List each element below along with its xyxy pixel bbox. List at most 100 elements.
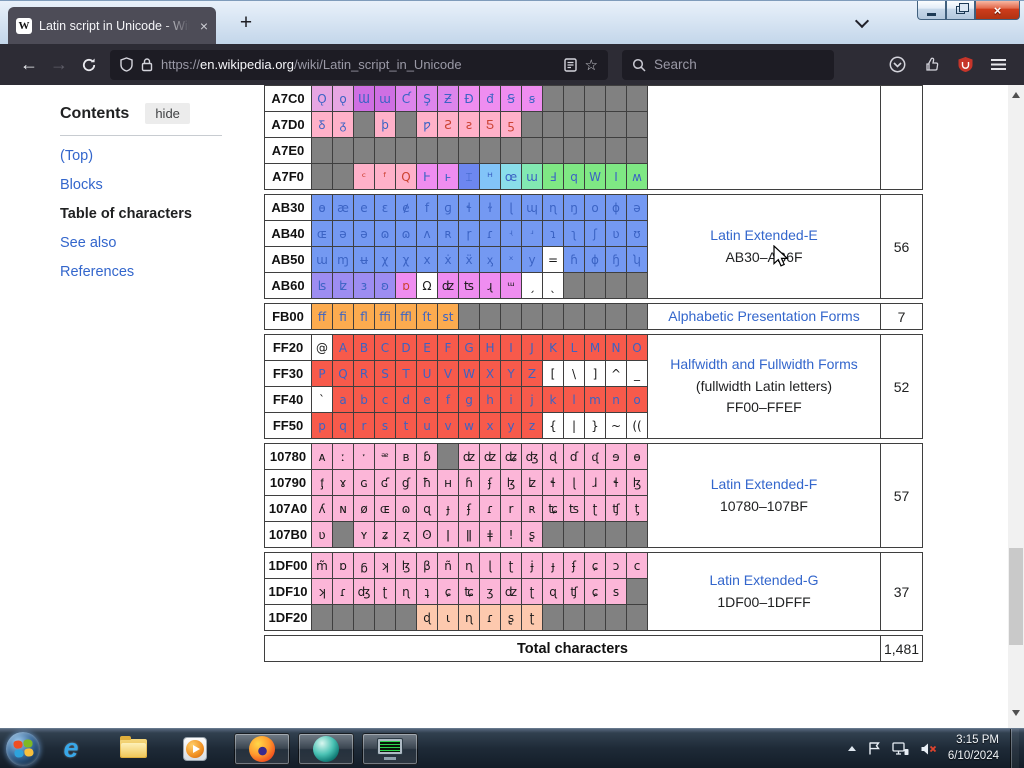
char-cell[interactable]: ʴ — [521, 220, 543, 247]
char-cell[interactable]: p — [311, 412, 333, 439]
char-cell[interactable]: Ᵹ — [311, 111, 333, 138]
char-cell[interactable]: j — [521, 386, 543, 413]
char-cell[interactable]: ɶ — [311, 220, 333, 247]
char-cell[interactable]: ɯ — [521, 163, 543, 190]
char-cell[interactable]: ɱ — [332, 246, 354, 273]
char-cell[interactable]: Ƶ — [437, 85, 459, 112]
char-cell[interactable]: ɡ — [437, 194, 459, 221]
char-cell[interactable]: œ — [500, 163, 522, 190]
char-cell[interactable]: ɛ — [374, 194, 396, 221]
char-cell[interactable]: f — [416, 194, 438, 221]
toc-item-blocks[interactable]: Blocks — [60, 177, 103, 193]
char-cell[interactable]: ɾ — [479, 220, 501, 247]
minimize-button[interactable] — [917, 1, 946, 20]
char-cell[interactable]: ɜ — [353, 272, 375, 299]
char-cell[interactable]: x — [479, 412, 501, 439]
char-cell[interactable]: ᴴ — [479, 163, 501, 190]
char-cell[interactable]: ʍ — [626, 163, 648, 190]
char-cell[interactable]: ɿ — [542, 220, 564, 247]
char-cell[interactable]: ɭ — [500, 194, 522, 221]
char-cell[interactable]: Ꞩ — [500, 85, 522, 112]
url-text[interactable]: https://en.wikipedia.org/wiki/Latin_scri… — [161, 57, 556, 72]
block-link[interactable]: Alphabetic Presentation Forms — [668, 307, 860, 324]
char-cell[interactable]: B — [353, 334, 375, 361]
char-cell[interactable]: Ƨ — [437, 111, 459, 138]
char-cell[interactable]: r — [353, 412, 375, 439]
char-cell[interactable]: z — [521, 412, 543, 439]
ublock-icon[interactable] — [957, 56, 974, 73]
taskbar-item-firefox[interactable] — [234, 732, 290, 765]
char-cell[interactable]: q — [563, 163, 585, 190]
char-cell[interactable]: G — [458, 334, 480, 361]
char-cell[interactable]: ɷ — [395, 220, 417, 247]
char-cell[interactable]: ˣ — [500, 246, 522, 273]
char-cell[interactable]: ə — [353, 220, 375, 247]
char-cell[interactable]: e — [353, 194, 375, 221]
menu-hamburger-icon[interactable] — [991, 59, 1006, 70]
char-cell[interactable]: ǝ — [332, 220, 354, 247]
char-cell[interactable]: v — [437, 412, 459, 439]
toc-item-references[interactable]: References — [60, 264, 135, 280]
show-desktop-button[interactable] — [1010, 728, 1019, 768]
char-cell[interactable]: ẍ — [458, 246, 480, 273]
char-cell[interactable]: l — [563, 386, 585, 413]
block-link[interactable]: Latin Extended-F — [710, 475, 818, 492]
char-cell[interactable]: s — [374, 412, 396, 439]
char-cell[interactable]: ɬ — [458, 194, 480, 221]
char-cell[interactable]: O — [626, 334, 648, 361]
char-cell[interactable]: ʮ — [626, 246, 648, 273]
char-cell[interactable]: Ɯ — [353, 85, 375, 112]
char-cell[interactable]: T — [395, 360, 417, 387]
volume-muted-icon[interactable] — [920, 742, 937, 756]
char-cell[interactable]: Q — [395, 163, 417, 190]
char-cell[interactable]: ɧ — [605, 246, 627, 273]
char-cell[interactable]: Ş — [416, 85, 438, 112]
url-bar[interactable]: https://en.wikipedia.org/wiki/Latin_scri… — [110, 49, 608, 80]
scroll-up-arrow-icon[interactable] — [1012, 92, 1020, 98]
char-cell[interactable]: ffl — [395, 303, 417, 330]
list-all-tabs-chevron-icon[interactable] — [854, 13, 870, 29]
char-cell[interactable]: H — [479, 334, 501, 361]
char-cell[interactable]: R — [353, 360, 375, 387]
char-cell[interactable]: x — [416, 246, 438, 273]
char-cell[interactable]: ɸ — [584, 246, 606, 273]
char-cell[interactable]: ʵ — [500, 220, 522, 247]
extension-thumb-icon[interactable] — [923, 56, 940, 73]
char-cell[interactable]: ꞩ — [521, 85, 543, 112]
char-cell[interactable]: ʅ — [563, 220, 585, 247]
new-tab-button[interactable]: + — [239, 11, 253, 34]
char-cell[interactable]: Đ — [458, 85, 480, 112]
char-cell[interactable]: ᵹ — [332, 111, 354, 138]
char-cell[interactable]: ʋ — [605, 220, 627, 247]
char-cell[interactable]: ⌶ — [458, 163, 480, 190]
toc-item-table-of-characters[interactable]: Table of characters — [60, 206, 192, 222]
close-button[interactable]: × — [975, 1, 1020, 20]
char-cell[interactable]: χ — [374, 246, 396, 273]
char-cell[interactable]: ɦ — [563, 246, 585, 273]
char-cell[interactable]: æ — [332, 194, 354, 221]
char-cell[interactable]: k — [542, 386, 564, 413]
action-center-flag-icon[interactable] — [867, 741, 881, 756]
char-cell[interactable]: ǫ — [332, 85, 354, 112]
char-cell[interactable]: Z — [521, 360, 543, 387]
char-cell[interactable]: g — [458, 386, 480, 413]
start-button[interactable] — [6, 731, 40, 766]
char-cell[interactable]: V — [437, 360, 459, 387]
char-cell[interactable]: h — [479, 386, 501, 413]
char-cell[interactable]: Q — [332, 360, 354, 387]
char-cell[interactable]: ƨ — [458, 111, 480, 138]
char-cell[interactable]: ʪ — [311, 272, 333, 299]
char-cell[interactable]: N — [605, 334, 627, 361]
char-cell[interactable]: Y — [500, 360, 522, 387]
taskbar-item-media-player[interactable] — [164, 736, 226, 761]
back-button[interactable]: ← — [20, 54, 38, 74]
char-cell[interactable]: y — [521, 246, 543, 273]
char-cell[interactable]: e — [416, 386, 438, 413]
char-cell[interactable]: ɷ — [374, 220, 396, 247]
tracking-shield-icon[interactable] — [120, 57, 133, 72]
char-cell[interactable]: i — [500, 386, 522, 413]
char-cell[interactable]: Ƈ — [395, 85, 417, 112]
char-cell[interactable]: S — [374, 360, 396, 387]
char-cell[interactable]: y — [500, 412, 522, 439]
scroll-down-arrow-icon[interactable] — [1012, 710, 1020, 716]
